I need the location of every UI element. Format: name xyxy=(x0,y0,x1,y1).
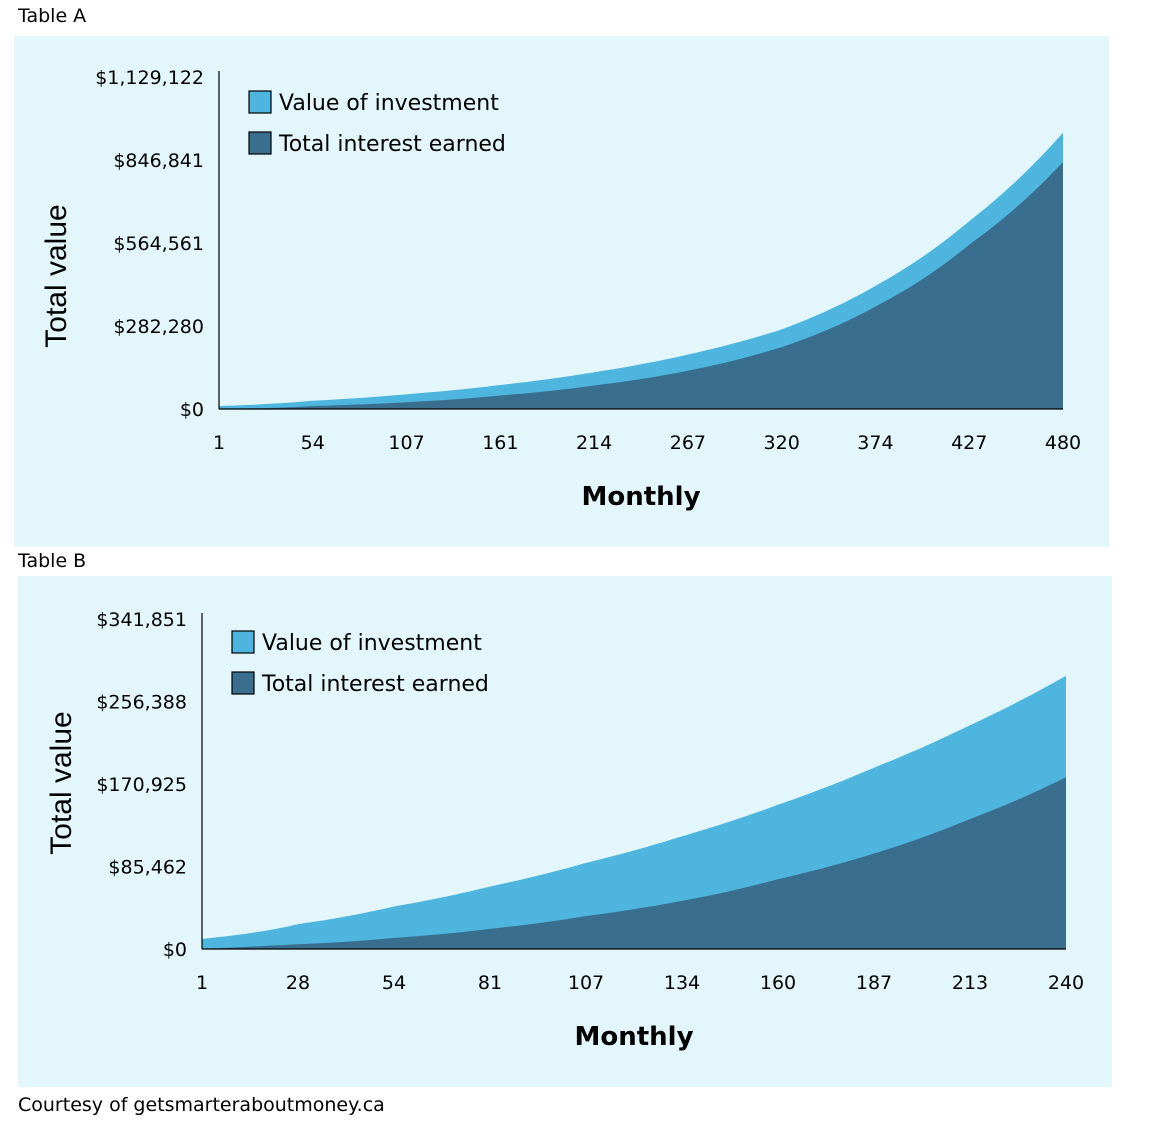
chart0-x-tick-label: 107 xyxy=(388,432,424,454)
chart0-y-tick-label: $846,841 xyxy=(113,150,204,172)
chart1-series-area-1 xyxy=(202,777,1066,949)
chart1-y-tick-label: $256,388 xyxy=(96,692,187,714)
chart0-y-tick-label: $282,280 xyxy=(113,316,204,338)
chart0-x-axis-title: Monthly xyxy=(581,482,700,512)
chart0-y-tick-label: $0 xyxy=(180,399,204,421)
chart1-x-tick-label: 240 xyxy=(1048,972,1084,994)
chart1-x-tick-label: 107 xyxy=(568,972,604,994)
chart1-legend-swatch-1 xyxy=(231,671,255,695)
chart0-y-axis-title: Total value xyxy=(40,204,73,347)
chart1-y-tick-label: $170,925 xyxy=(96,774,187,796)
chart1-legend-label-1: Total interest earned xyxy=(261,672,489,697)
chart0-legend-label-0: Value of investment xyxy=(279,91,499,116)
chart1-x-tick-label: 28 xyxy=(286,972,310,994)
table-b-label: Table B xyxy=(18,550,87,572)
chart0-series-area-1 xyxy=(219,162,1063,409)
chart0-x-tick-label: 54 xyxy=(301,432,325,454)
chart0-x-tick-label: 427 xyxy=(951,432,987,454)
chart1-legend-swatch-0 xyxy=(231,630,255,654)
chart1-legend-label-0: Value of investment xyxy=(262,631,482,656)
chart0-legend-swatch-1 xyxy=(248,131,272,155)
chart0-x-tick-label: 480 xyxy=(1045,432,1081,454)
courtesy-note: Courtesy of getsmarteraboutmoney.ca xyxy=(18,1094,385,1116)
chart1-x-tick-label: 160 xyxy=(760,972,796,994)
chart1-y-tick-label: $0 xyxy=(163,939,187,961)
chart0-x-tick-label: 374 xyxy=(857,432,893,454)
table-b-panel: $0 $85,462 $170,925 $256,388 $341,851 1 28 54 81… xyxy=(18,576,1112,1087)
table-a-chart: $0 $282,280 $564,561 $846,841 $1,129,122 1 54 1… xyxy=(40,67,1081,512)
table-a-label: Table A xyxy=(18,5,87,27)
chart1-x-tick-label: 1 xyxy=(196,972,208,994)
chart0-x-tick-label: 320 xyxy=(764,432,800,454)
table-a-panel: $0 $282,280 $564,561 $846,841 $1,129,122 1 54 1… xyxy=(14,36,1109,547)
chart1-x-tick-label: 81 xyxy=(478,972,502,994)
chart1-y-tick-label: $85,462 xyxy=(108,857,187,879)
chart1-x-tick-label: 54 xyxy=(382,972,406,994)
chart1-y-tick-label: $341,851 xyxy=(96,609,187,631)
chart0-x-tick-label: 161 xyxy=(482,432,518,454)
chart0-x-tick-label: 267 xyxy=(670,432,706,454)
chart0-legend-swatch-0 xyxy=(248,90,272,114)
chart1-x-tick-label: 213 xyxy=(952,972,988,994)
chart0-x-tick-label: 1 xyxy=(213,432,225,454)
table-b-chart: $0 $85,462 $170,925 $256,388 $341,851 1 28 54 81… xyxy=(45,609,1084,1052)
chart0-x-tick-label: 214 xyxy=(576,432,612,454)
chart1-x-axis-title: Monthly xyxy=(574,1022,693,1052)
chart0-legend-label-1: Total interest earned xyxy=(278,132,506,157)
chart1-x-tick-label: 187 xyxy=(856,972,892,994)
chart0-y-tick-label: $1,129,122 xyxy=(95,67,204,89)
chart1-x-tick-label: 134 xyxy=(664,972,700,994)
chart1-y-axis-title: Total value xyxy=(45,711,78,854)
chart0-y-tick-label: $564,561 xyxy=(113,233,204,255)
